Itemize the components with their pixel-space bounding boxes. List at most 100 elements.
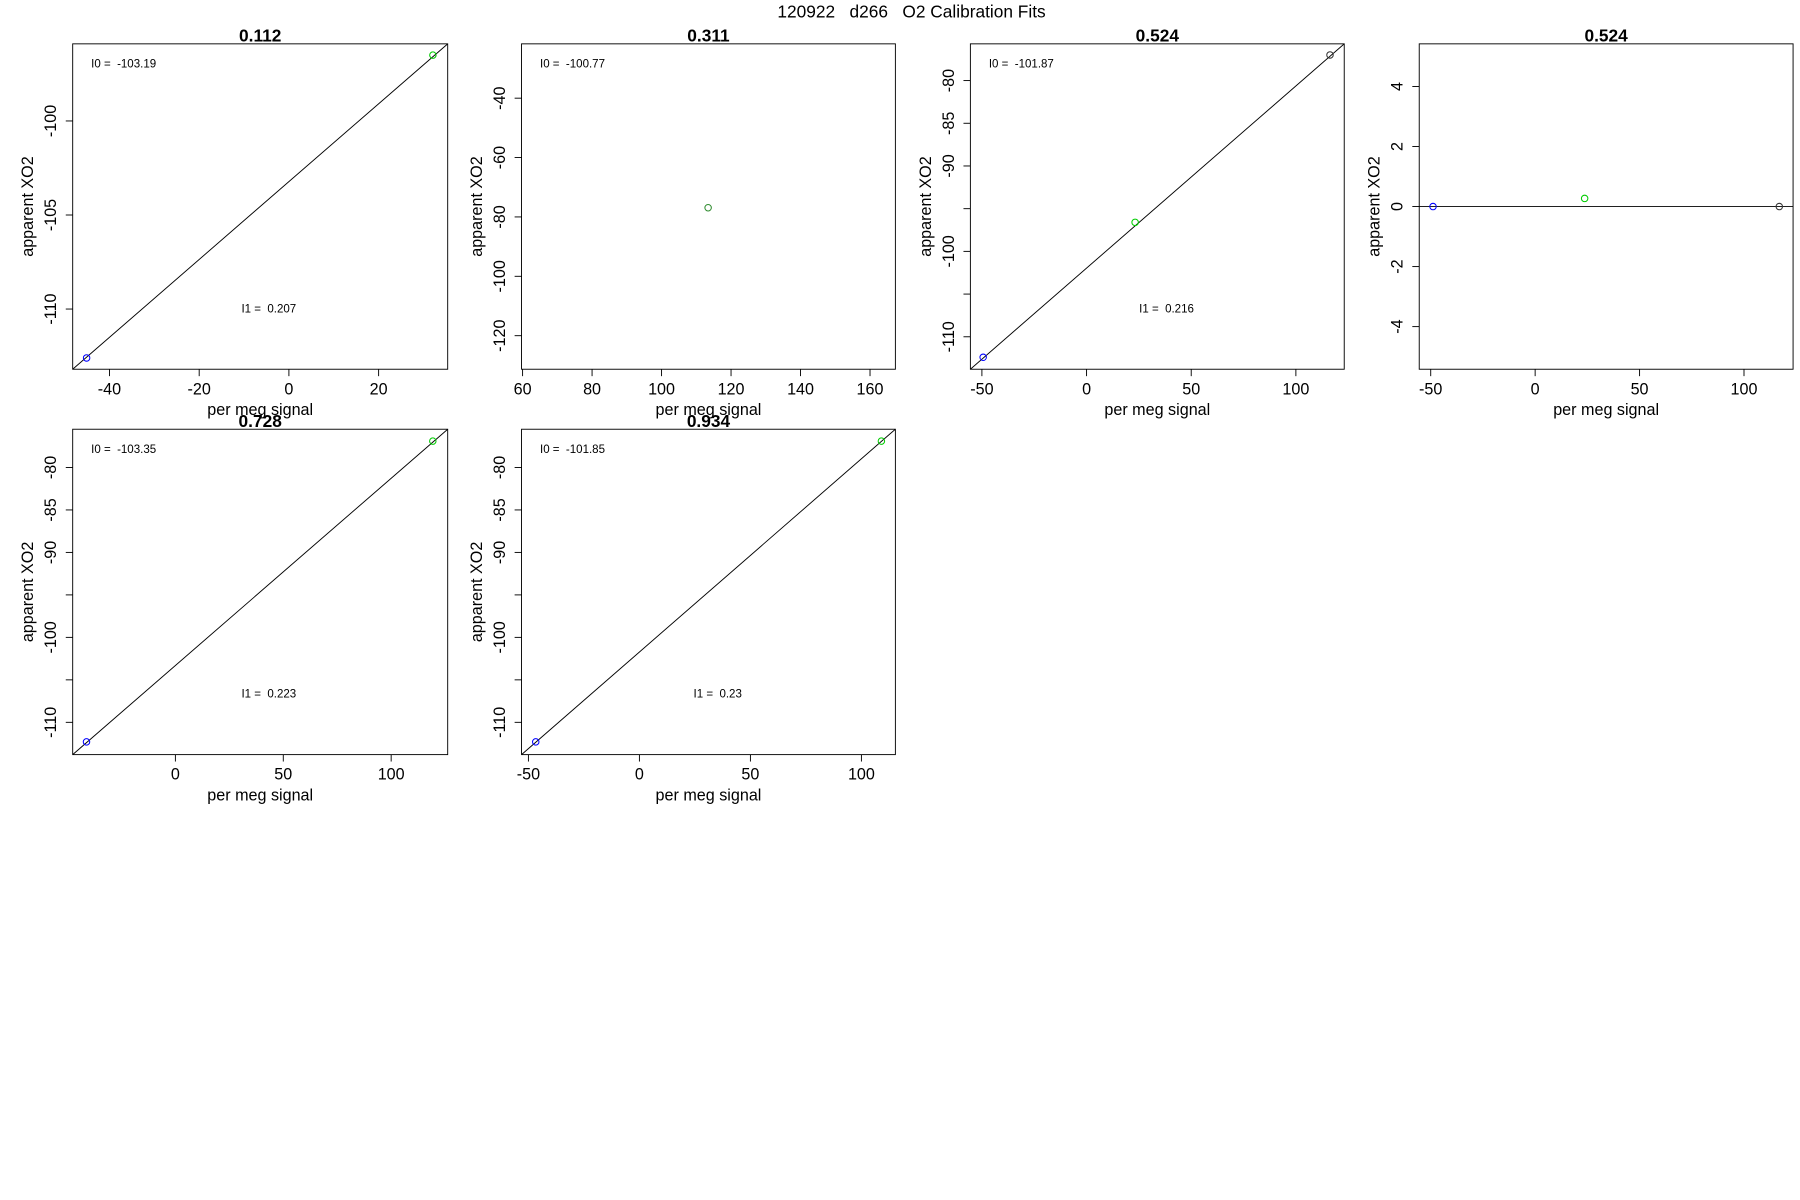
x-axis-label: per meg signal bbox=[1553, 401, 1659, 419]
plot-frame bbox=[72, 43, 449, 370]
annotation: I1 = 0.223 bbox=[241, 689, 296, 701]
x-tick-label: -50 bbox=[1419, 380, 1442, 398]
x-axis-label: per meg signal bbox=[207, 786, 313, 804]
y-axis-label: apparent XO2 bbox=[468, 156, 486, 257]
data-point bbox=[429, 437, 437, 445]
y-tick-label: 2 bbox=[1389, 142, 1407, 151]
x-tick-label: 50 bbox=[1182, 380, 1200, 398]
y-tick-label: -90 bbox=[940, 154, 958, 177]
plot-area bbox=[704, 203, 712, 212]
plot-area bbox=[970, 43, 1345, 370]
fit-line bbox=[72, 429, 448, 755]
panel: 0.311 per meg signal apparent XO2 60 80 100 12… bbox=[468, 25, 896, 419]
x-tick-label: 160 bbox=[857, 380, 884, 398]
y-axis-label: apparent XO2 bbox=[468, 542, 486, 643]
x-tick-label: -40 bbox=[98, 380, 121, 398]
panel-title: 0.728 bbox=[239, 411, 283, 431]
plot-frame bbox=[521, 43, 896, 370]
y-tick-label: -110 bbox=[940, 321, 958, 352]
x-axis-label: per meg signal bbox=[656, 786, 762, 804]
panel-title: 0.524 bbox=[1585, 25, 1629, 45]
y-tick-label: -2 bbox=[1389, 259, 1407, 273]
x-tick-label: 100 bbox=[1731, 380, 1758, 398]
x-tick-label: 0 bbox=[1531, 380, 1540, 398]
x-tick-label: -50 bbox=[517, 766, 540, 784]
y-tick-label: -80 bbox=[42, 456, 60, 479]
annotation: I0 = -101.85 bbox=[540, 444, 605, 456]
plot-area bbox=[521, 429, 896, 755]
x-tick-label: 50 bbox=[1631, 380, 1649, 398]
x-tick-label: 50 bbox=[274, 766, 292, 784]
x-tick-label: 0 bbox=[635, 766, 644, 784]
data-point bbox=[82, 738, 91, 746]
y-tick-label: -100 bbox=[42, 105, 60, 137]
y-tick-label: -80 bbox=[491, 456, 509, 479]
annotation: I1 = 0.207 bbox=[241, 303, 296, 315]
panel-title: 0.524 bbox=[1136, 25, 1180, 45]
panel: 0.728 per meg signal apparent XO2 0 50 100 -80… bbox=[19, 411, 449, 804]
x-axis-label: per meg signal bbox=[656, 401, 762, 419]
x-tick-label: 20 bbox=[370, 380, 388, 398]
x-tick-label: 0 bbox=[171, 766, 180, 784]
x-axis-label: per meg signal bbox=[207, 401, 313, 419]
plot-frame bbox=[969, 43, 1345, 370]
y-tick-label: -90 bbox=[491, 541, 509, 564]
annotation: I0 = -103.19 bbox=[91, 59, 156, 71]
panel: 0.524 per meg signal apparent XO2 -50 0 50 100… bbox=[917, 25, 1345, 419]
x-tick-label: 0 bbox=[284, 380, 293, 398]
y-tick-label: -85 bbox=[42, 498, 60, 521]
plot-frame bbox=[521, 428, 896, 756]
y-axis-label: apparent XO2 bbox=[19, 542, 37, 643]
panel-title: 0.934 bbox=[687, 411, 731, 431]
y-tick-label: -100 bbox=[940, 235, 958, 267]
y-tick-label: 0 bbox=[1389, 202, 1407, 211]
y-axis-label: apparent XO2 bbox=[19, 156, 37, 257]
y-tick-label: -100 bbox=[42, 621, 60, 653]
x-tick-label: 100 bbox=[848, 766, 875, 784]
x-tick-label: 100 bbox=[648, 380, 675, 398]
fit-line bbox=[72, 43, 448, 370]
y-tick-label: -80 bbox=[940, 69, 958, 92]
y-tick-label: -80 bbox=[491, 205, 509, 228]
plot-area bbox=[72, 429, 448, 755]
data-point bbox=[429, 51, 437, 59]
y-tick-label: -100 bbox=[491, 260, 509, 292]
panel-title: 0.311 bbox=[687, 25, 730, 45]
y-tick-label: -100 bbox=[491, 621, 509, 653]
x-tick-label: 100 bbox=[1282, 380, 1309, 398]
panel: 0.524 per meg signal apparent XO2 -50 0 50 100… bbox=[1366, 25, 1794, 419]
data-point bbox=[1580, 194, 1589, 203]
y-tick-label: -60 bbox=[491, 146, 509, 169]
y-tick-label: -4 bbox=[1389, 319, 1407, 333]
data-point bbox=[1326, 51, 1334, 59]
annotation: I1 = 0.23 bbox=[694, 689, 742, 701]
annotation: I0 = -103.35 bbox=[91, 444, 156, 456]
data-point bbox=[704, 203, 712, 212]
y-tick-label: -85 bbox=[940, 112, 958, 135]
fit-line bbox=[970, 43, 1345, 370]
plot-frame bbox=[72, 428, 449, 756]
x-tick-label: 50 bbox=[741, 766, 759, 784]
data-point bbox=[531, 738, 540, 746]
plot-area bbox=[72, 43, 448, 370]
y-axis-label: apparent XO2 bbox=[917, 156, 935, 257]
panel: 0.112 per meg signal apparent XO2 -40 -20 0 20… bbox=[19, 25, 449, 419]
plot-area bbox=[1419, 194, 1794, 211]
x-tick-label: 100 bbox=[378, 766, 405, 784]
data-point bbox=[877, 437, 886, 445]
y-tick-label: -105 bbox=[42, 199, 60, 231]
annotation: I0 = -100.77 bbox=[540, 59, 605, 71]
x-tick-label: -20 bbox=[188, 380, 211, 398]
figure-title: 120922 d266 O2 Calibration Fits bbox=[777, 1, 1046, 21]
y-tick-label: -110 bbox=[491, 707, 509, 738]
y-tick-label: -110 bbox=[42, 707, 60, 738]
x-tick-label: 0 bbox=[1082, 380, 1091, 398]
y-tick-label: -120 bbox=[491, 320, 509, 352]
panel-title: 0.112 bbox=[239, 25, 281, 45]
x-tick-label: 120 bbox=[718, 380, 745, 398]
y-tick-label: -85 bbox=[491, 498, 509, 521]
x-tick-label: -50 bbox=[970, 380, 993, 398]
x-tick-label: 60 bbox=[514, 380, 532, 398]
y-axis-label: apparent XO2 bbox=[1366, 156, 1384, 257]
